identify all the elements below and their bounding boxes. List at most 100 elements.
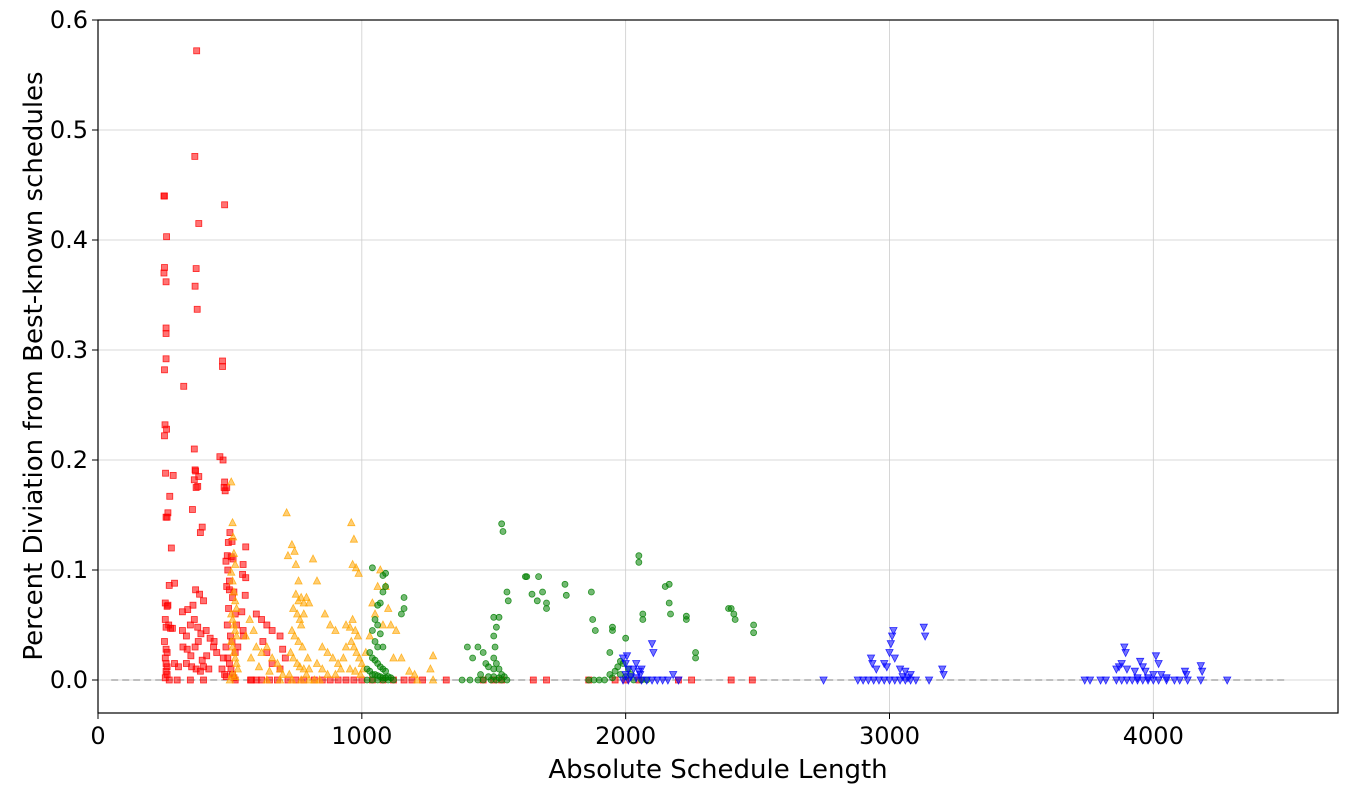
data-point-triangle-down <box>1183 676 1192 685</box>
data-point-triangle-up <box>290 631 299 640</box>
data-point-triangle-up <box>373 581 382 590</box>
data-point-circle <box>366 649 374 656</box>
data-point-square <box>161 192 168 200</box>
y-tick-label: 0.5 <box>50 116 88 144</box>
data-point-circle <box>609 627 616 634</box>
data-point-circle <box>639 610 647 618</box>
data-point-square <box>219 456 227 464</box>
data-point-triangle-down <box>647 640 657 649</box>
data-point-triangle-up <box>287 675 297 684</box>
data-point-circle <box>528 590 536 598</box>
data-point-square <box>219 357 226 365</box>
data-point-square <box>161 264 168 271</box>
data-point-square <box>161 366 168 374</box>
data-point-triangle-up <box>354 653 364 662</box>
data-point-triangle-up <box>246 653 256 662</box>
data-point-triangle-down <box>1175 676 1184 685</box>
data-point-square <box>210 638 218 645</box>
data-point-square <box>175 663 182 671</box>
data-point-circle <box>492 623 500 631</box>
data-point-square <box>342 676 350 684</box>
data-point-square <box>173 676 181 684</box>
data-point-circle <box>591 627 599 634</box>
data-point-square <box>179 627 186 634</box>
data-point-triangle-up <box>376 565 385 574</box>
data-point-triangle-up <box>302 592 311 601</box>
data-point-triangle-down <box>1096 676 1105 685</box>
data-point-triangle-up <box>282 507 291 517</box>
data-point-square <box>195 473 203 480</box>
data-point-triangle-down <box>618 676 628 685</box>
data-point-circle <box>374 601 382 609</box>
data-point-triangle-down <box>903 674 913 683</box>
data-point-circle <box>382 667 389 675</box>
data-point-square <box>161 432 168 440</box>
data-point-circle <box>543 605 550 612</box>
data-point-square <box>210 643 217 651</box>
data-point-square <box>162 278 170 286</box>
data-point-triangle-up <box>345 664 355 673</box>
data-point-square <box>191 152 199 160</box>
data-point-square <box>252 610 260 618</box>
data-point-triangle-down <box>886 640 896 649</box>
data-point-square <box>161 638 168 645</box>
data-point-triangle-up <box>296 620 306 629</box>
data-point-square <box>196 529 204 536</box>
data-point-triangle-up <box>356 669 365 678</box>
y-tick-label: 0.6 <box>50 6 88 34</box>
data-point-circle <box>667 610 674 618</box>
data-point-circle <box>463 643 471 651</box>
data-point-square <box>190 445 198 453</box>
data-point-circle <box>665 599 673 607</box>
data-point-square <box>203 652 211 660</box>
data-point-triangle-down <box>618 654 628 663</box>
data-point-triangle-down <box>1151 652 1161 661</box>
data-point-square <box>688 676 696 684</box>
data-point-square <box>223 484 231 491</box>
data-point-triangle-up <box>288 653 298 662</box>
data-point-triangle-down <box>1197 667 1207 677</box>
data-point-triangle-up <box>228 517 237 527</box>
data-point-triangle-up <box>275 675 285 684</box>
data-point-circle <box>371 638 379 645</box>
data-point-circle <box>589 616 597 623</box>
data-point-triangle-down <box>631 660 641 669</box>
data-point-triangle-up <box>299 609 309 618</box>
x-tick-label: 4000 <box>1123 722 1184 750</box>
data-point-triangle-down <box>1196 662 1206 671</box>
data-point-square <box>184 606 192 613</box>
data-point-triangle-up <box>331 625 340 634</box>
data-point-triangle-down <box>872 665 881 674</box>
data-point-square <box>263 621 271 629</box>
data-point-triangle-up <box>312 658 322 667</box>
data-point-square <box>279 645 287 653</box>
data-point-triangle-up <box>341 642 351 651</box>
data-point-triangle-up <box>287 625 297 634</box>
data-point-square <box>219 654 227 662</box>
data-point-triangle-down <box>1122 676 1132 685</box>
data-point-triangle-up <box>328 653 338 662</box>
data-point-triangle-down <box>819 676 828 685</box>
data-point-triangle-down <box>889 627 898 636</box>
data-point-triangle-up <box>298 642 307 651</box>
data-point-square <box>202 627 210 634</box>
data-point-triangle-up <box>353 631 363 640</box>
data-point-square <box>163 233 170 241</box>
data-point-triangle-up <box>229 620 239 629</box>
data-point-triangle-down <box>1196 676 1206 685</box>
x-axis-label: Absolute Schedule Length <box>548 755 887 785</box>
data-point-square <box>276 632 284 640</box>
data-point-triangle-down <box>624 676 633 685</box>
data-point-circle <box>384 676 392 684</box>
y-tick-label: 0.2 <box>50 446 88 474</box>
data-point-square <box>189 506 196 513</box>
data-point-square <box>258 616 265 623</box>
data-point-triangle-up <box>241 631 251 640</box>
data-point-triangle-down <box>919 623 929 633</box>
data-point-triangle-down <box>1122 665 1132 674</box>
data-point-triangle-up <box>299 598 309 607</box>
data-point-square <box>191 282 199 290</box>
data-point-triangle-down <box>629 665 638 674</box>
data-point-triangle-down <box>868 660 877 669</box>
